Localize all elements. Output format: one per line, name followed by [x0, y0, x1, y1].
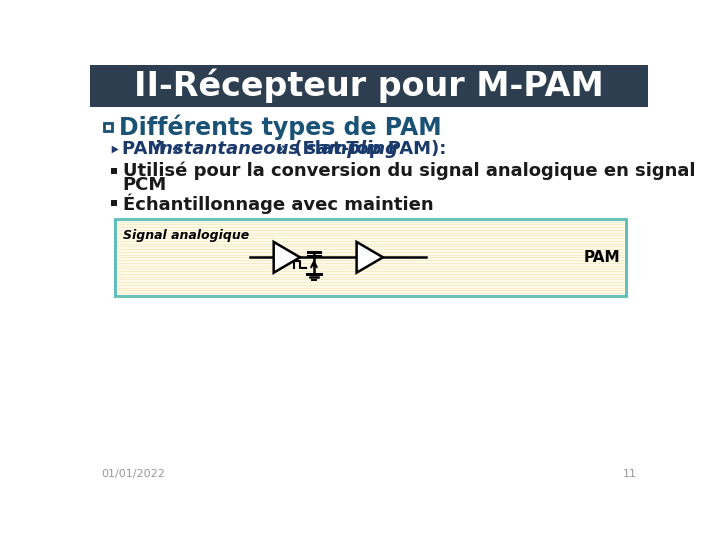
- Text: PCM: PCM: [122, 176, 167, 194]
- Text: Différents types de PAM: Différents types de PAM: [119, 114, 441, 140]
- Text: PAM: PAM: [583, 250, 620, 265]
- Text: instantaneous sampling: instantaneous sampling: [154, 140, 398, 159]
- Text: Utilisé pour la conversion du signal analogique en signal: Utilisé pour la conversion du signal ana…: [122, 162, 695, 180]
- Bar: [111, 168, 117, 174]
- Text: II-Récepteur pour M-PAM: II-Récepteur pour M-PAM: [134, 69, 604, 103]
- Text: Échantillonnage avec maintien: Échantillonnage avec maintien: [122, 193, 433, 214]
- Polygon shape: [274, 242, 300, 273]
- Text: » (Flat-Top PAM):: » (Flat-Top PAM):: [270, 140, 446, 159]
- Bar: [104, 123, 112, 131]
- Text: 11: 11: [622, 469, 636, 480]
- Bar: [111, 200, 117, 206]
- Bar: [90, 65, 648, 107]
- Text: PAM «: PAM «: [122, 140, 189, 159]
- Text: Signal analogique: Signal analogique: [122, 230, 249, 242]
- Bar: [114, 219, 626, 296]
- Polygon shape: [356, 242, 383, 273]
- Polygon shape: [112, 146, 119, 153]
- Text: 01/01/2022: 01/01/2022: [102, 469, 166, 480]
